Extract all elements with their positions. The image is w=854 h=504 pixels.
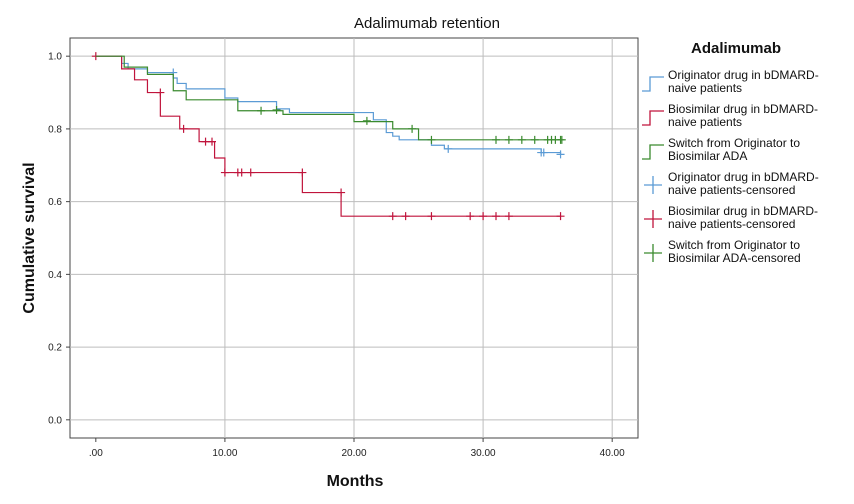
censored-marker (556, 212, 565, 221)
survival-step-line (95, 55, 561, 141)
censored-marker (427, 135, 436, 144)
censored-marker (237, 168, 246, 177)
legend-entry: Originator drug in bDMARD-naive patients… (644, 170, 819, 197)
series-layer (91, 52, 566, 221)
censored-marker (492, 212, 500, 221)
series-3 (95, 55, 566, 144)
legend: Adalimumab Originator drug in bDMARD-nai… (642, 40, 819, 265)
legend-entries: Originator drug in bDMARD-naive patients… (642, 68, 819, 265)
legend-label: Biosimilar drug in bDMARD- (668, 204, 818, 218)
censored-marker (408, 124, 417, 133)
censored-marker (530, 135, 539, 144)
censored-marker (492, 135, 500, 144)
censored-marker (179, 124, 188, 133)
legend-label: Biosimilar drug in bDMARD- (668, 102, 818, 116)
legend-label: naive patients (668, 81, 742, 95)
censored-marker (208, 137, 216, 146)
legend-plus-symbol (644, 210, 662, 228)
censored-marker (557, 135, 566, 144)
censored-marker (272, 106, 281, 114)
legend-label: Biosimilar ADA-censored (668, 251, 801, 265)
censored-marker (246, 168, 255, 177)
censored-marker (517, 135, 526, 144)
legend-label: Originator drug in bDMARD- (668, 170, 819, 184)
x-axis-ticks: .00 10.00 20.00 30.00 40.00 (89, 438, 625, 459)
legend-entry: Biosimilar drug in bDMARD-naive patients (642, 102, 818, 129)
y-tick-label: 0.0 (48, 415, 62, 426)
legend-entry: Originator drug in bDMARD-naive patients (642, 68, 819, 95)
censored-marker (556, 150, 565, 159)
series-2 (91, 52, 565, 221)
survival-step-line (95, 55, 561, 217)
legend-entry: Biosimilar drug in bDMARD-naive patients… (644, 204, 818, 231)
censored-marker (444, 144, 453, 153)
x-tick-label: .00 (89, 448, 103, 459)
legend-label: Originator drug in bDMARD- (668, 68, 819, 82)
censored-marker (220, 168, 229, 177)
legend-label: Biosimilar ADA (668, 149, 747, 163)
legend-label: Switch from Originator to (668, 136, 800, 150)
censored-marker (298, 168, 307, 177)
legend-label: naive patients-censored (668, 183, 795, 197)
censored-marker (427, 212, 436, 221)
legend-label: naive patients-censored (668, 217, 795, 231)
y-tick-label: 1.0 (48, 52, 62, 63)
censored-marker (504, 135, 513, 144)
x-axis-label: Months (327, 473, 384, 490)
legend-title: Adalimumab (691, 40, 781, 57)
censored-marker (401, 212, 410, 221)
censored-marker (257, 106, 266, 115)
censored-marker (466, 212, 475, 221)
censored-marker (156, 88, 165, 97)
legend-plus-symbol (644, 244, 662, 262)
legend-step-symbol (642, 144, 664, 160)
legend-label: Switch from Originator to (668, 238, 800, 252)
y-tick-label: 0.6 (48, 197, 62, 208)
chart-title: Adalimumab retention (354, 15, 500, 32)
gridlines (70, 38, 638, 438)
censored-marker (539, 148, 548, 157)
y-tick-label: 0.2 (48, 343, 62, 354)
legend-plus-symbol (644, 176, 662, 194)
legend-step-symbol (642, 76, 664, 92)
legend-step-symbol (642, 110, 664, 126)
y-axis-label: Cumulative survival (21, 162, 38, 313)
legend-label: naive patients (668, 115, 742, 129)
x-tick-label: 20.00 (341, 448, 366, 459)
censored-marker (504, 212, 513, 221)
censored-marker (388, 212, 397, 221)
plot-area: 0.0 0.2 0.4 0.6 0.8 1.0 .00 10.00 20.00 30.00 40.… (48, 37, 639, 459)
censored-marker (337, 188, 346, 197)
x-tick-label: 40.00 (600, 448, 625, 459)
censored-marker (362, 116, 371, 125)
censored-marker (479, 212, 488, 221)
y-tick-label: 0.8 (48, 124, 62, 135)
x-tick-label: 30.00 (471, 448, 496, 459)
y-axis-ticks: 0.0 0.2 0.4 0.6 0.8 1.0 (48, 52, 70, 426)
y-tick-label: 0.4 (48, 270, 62, 281)
x-tick-label: 10.00 (212, 448, 237, 459)
